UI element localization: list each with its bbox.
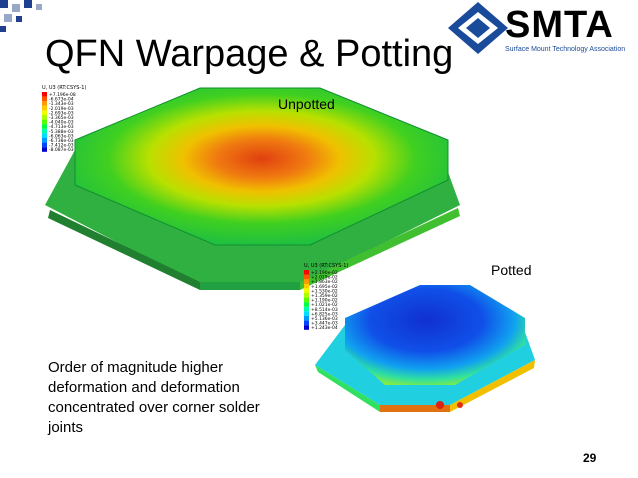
legend-swatch <box>304 302 309 307</box>
potted-model <box>315 285 535 412</box>
legend-title: U, U3 (RT:CSYS-1) <box>304 263 348 269</box>
legend-title: U, U3 (RT:CSYS-1) <box>42 85 86 91</box>
logo-icon <box>448 2 508 54</box>
legend-swatch <box>304 283 309 289</box>
legend-value: +6.825e-03 <box>311 311 338 317</box>
legend-value: +2.190e-02 <box>311 270 338 276</box>
legend-swatch <box>42 110 47 115</box>
legend-swatch <box>304 325 309 330</box>
legend-swatch <box>304 270 309 275</box>
legends: U, U3 (RT:CSYS-1)+7.196e-08-6.673e-04-1.… <box>42 85 348 331</box>
unpotted-model <box>45 87 460 290</box>
legend-value: -4.040e-03 <box>49 120 74 126</box>
legend-value: +1.530e-02 <box>311 288 338 294</box>
legend-swatch <box>42 138 47 143</box>
legend-swatch <box>304 316 309 321</box>
legend-value: +3.447e-03 <box>311 321 338 327</box>
legend-value: -1.343e-03 <box>49 101 74 107</box>
legend-swatch <box>304 297 309 303</box>
legend-value: +5.136e-03 <box>311 316 338 322</box>
legend-swatch <box>304 306 309 312</box>
legend-swatch <box>42 92 47 97</box>
figure-label: Unpotted <box>278 96 335 112</box>
legend-value: -7.412e-03 <box>49 143 74 149</box>
legend-swatch <box>304 311 309 316</box>
legend-swatch <box>42 101 47 106</box>
logo-name: SMTA <box>505 4 614 46</box>
figure-label: Potted <box>491 262 532 278</box>
slide-title: QFN Warpage & Potting <box>45 33 454 75</box>
legend-value: +8.514e-03 <box>311 307 338 313</box>
body-text: Order of magnitude higher deformation an… <box>48 359 260 436</box>
legend-swatch <box>42 115 47 120</box>
legend-value: -3.365e-03 <box>49 115 74 121</box>
legend-swatch <box>42 128 47 134</box>
legend-value: -6.063e-03 <box>49 133 74 139</box>
legend-value: +2.019e-02 <box>311 275 338 281</box>
legend-value: +1.695e-02 <box>311 284 338 290</box>
legend-swatch <box>304 288 309 293</box>
legend-swatch <box>42 142 47 148</box>
corner-decoration <box>0 0 42 32</box>
legend-swatch <box>304 320 309 326</box>
legend-value: -2.693e-03 <box>49 110 74 116</box>
legend-swatch <box>42 124 47 129</box>
legend-swatch <box>42 96 47 102</box>
legend-value: +1.190e-02 <box>311 298 338 304</box>
legend-value: -4.713e-03 <box>49 124 74 130</box>
legend-value: +1.359e-02 <box>311 293 338 299</box>
logo-tagline: Surface Mount Technology Association <box>505 46 626 53</box>
legend-value: +7.196e-08 <box>49 92 76 98</box>
page-number: 29 <box>583 451 597 465</box>
legend-swatch <box>42 119 47 125</box>
legend-swatch <box>42 133 47 138</box>
legend-swatch <box>304 293 309 298</box>
legend-value: -5.388e-03 <box>49 129 74 135</box>
legend-swatch <box>42 105 47 111</box>
legend-value: -6.673e-04 <box>49 97 74 103</box>
legend-value: -6.738e-03 <box>49 138 74 144</box>
legend-value: -2.019e-03 <box>49 106 74 112</box>
legend-value: -8.087e-03 <box>49 147 74 153</box>
legend-value: +1.243e-04 <box>311 325 338 331</box>
legend-swatch <box>304 279 309 284</box>
legend-value: +1.021e-02 <box>311 302 338 308</box>
legend-swatch <box>42 147 47 152</box>
legend-value: +1.863e-02 <box>311 279 338 285</box>
legend-swatch <box>304 274 309 280</box>
